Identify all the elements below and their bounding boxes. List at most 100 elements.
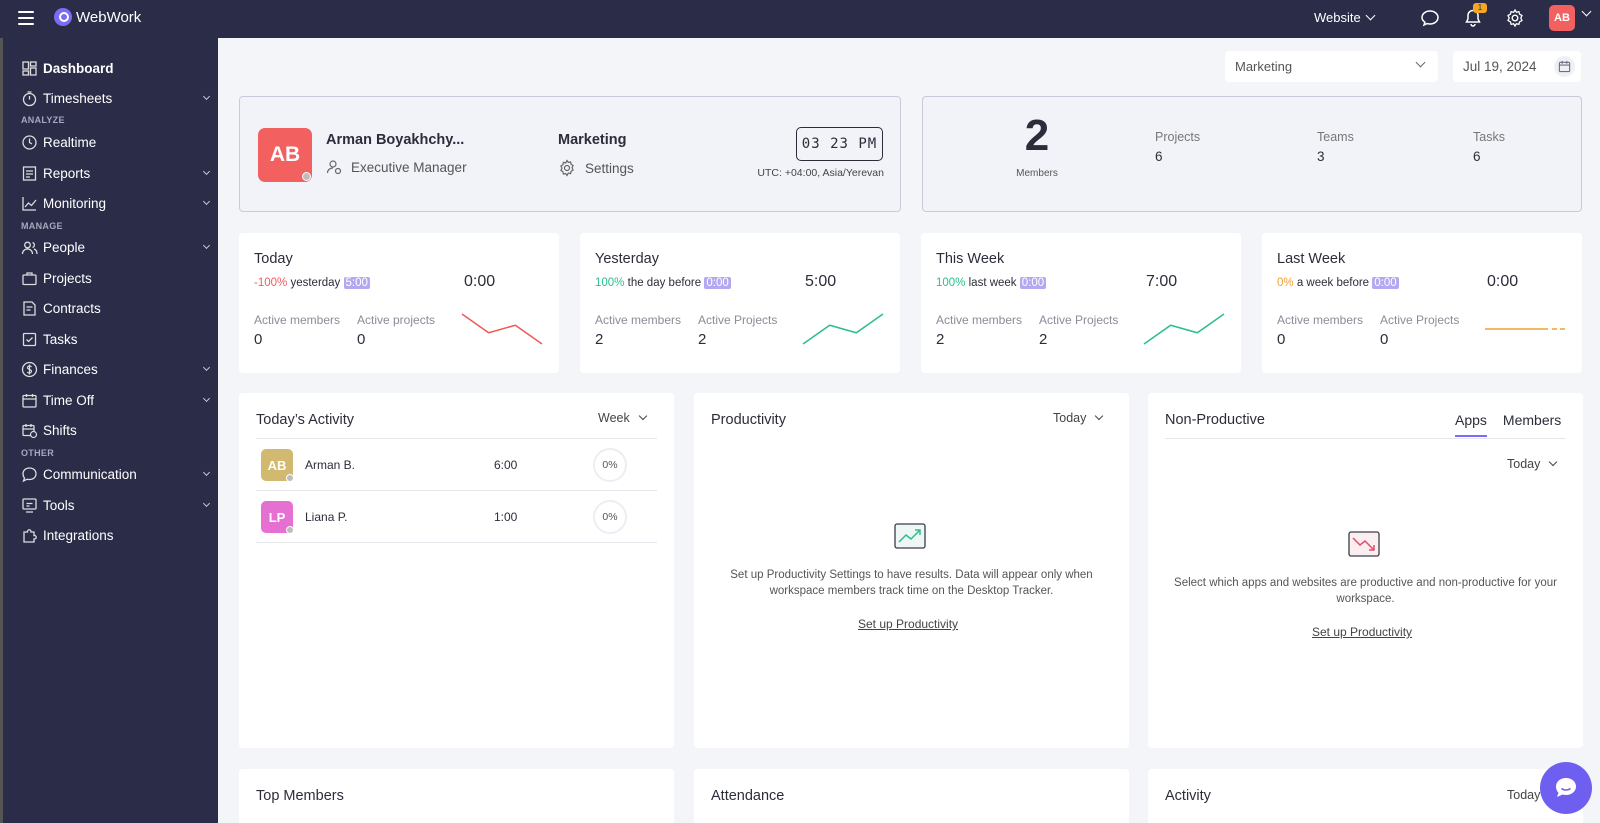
chevron-down-icon bbox=[202, 197, 211, 206]
activity-row[interactable]: AB Arman B. 6:00 0% bbox=[256, 439, 657, 491]
sidebar-item-monitoring[interactable]: Monitoring bbox=[21, 191, 213, 215]
period-comparison: -100% yesterday 5:00 bbox=[254, 277, 370, 289]
webwork-logo-icon bbox=[54, 8, 72, 26]
workspace-select[interactable]: Website bbox=[1314, 10, 1376, 25]
period-cmp-text: the day before bbox=[627, 277, 702, 289]
sidebar-item-label: Monitoring bbox=[43, 195, 107, 211]
sidebar-item-finances[interactable]: Finances bbox=[21, 357, 213, 381]
notification-badge: 1 bbox=[1473, 3, 1487, 13]
profile-card: AB Arman Boyakhchy... Executive Manager … bbox=[239, 96, 901, 212]
menu-icon[interactable] bbox=[18, 11, 34, 25]
calendar-icon[interactable] bbox=[1554, 56, 1575, 77]
divider bbox=[1165, 438, 1566, 439]
projects-stat-label: Projects bbox=[1155, 130, 1201, 144]
period-tag: 0:00 bbox=[704, 277, 731, 289]
period-comparison: 100% the day before 0:00 bbox=[595, 277, 731, 289]
period-title: This Week bbox=[936, 251, 1005, 267]
date-picker[interactable]: Jul 19, 2024 bbox=[1453, 51, 1581, 82]
message-line: workspace members track time on the Desk… bbox=[769, 585, 1054, 597]
non-productive-range-select[interactable]: Today bbox=[1507, 457, 1558, 471]
period-cmp-text: a week before bbox=[1296, 277, 1370, 289]
message-line: workspace. bbox=[1336, 593, 1395, 605]
sidebar-item-label: Shifts bbox=[43, 422, 77, 438]
activity-card: Activity Today bbox=[1148, 769, 1583, 823]
active-projects-value: 2 bbox=[1039, 331, 1048, 348]
sidebar-item-label: Tasks bbox=[43, 331, 78, 347]
puzzle-icon bbox=[21, 527, 38, 544]
notification-bell-icon[interactable]: 1 bbox=[1463, 3, 1487, 28]
chevron-down-icon bbox=[1415, 57, 1426, 68]
profile-role-label: Executive Manager bbox=[351, 159, 467, 175]
active-members-value: 2 bbox=[595, 331, 604, 348]
setup-productivity-link[interactable]: Set up Productivity bbox=[858, 617, 959, 631]
member-time: 6:00 bbox=[494, 458, 518, 472]
user-avatar[interactable]: AB bbox=[1549, 5, 1575, 31]
sidebar-item-tasks[interactable]: Tasks bbox=[21, 327, 213, 351]
sidebar-item-label: Tools bbox=[43, 497, 75, 513]
sidebar-item-time-off[interactable]: Time Off bbox=[21, 388, 213, 412]
trend-line bbox=[1143, 313, 1225, 345]
activity-range-select[interactable]: Week bbox=[598, 411, 647, 425]
range-label: Today bbox=[1507, 788, 1541, 802]
productivity-panel: Productivity Today Set up Productivity S… bbox=[694, 393, 1129, 748]
profile-avatar: AB bbox=[258, 128, 312, 182]
productivity-range-select[interactable]: Today bbox=[1053, 411, 1104, 425]
digital-clock: 03 23 PM bbox=[796, 127, 883, 161]
sidebar-item-shifts[interactable]: Shifts bbox=[21, 418, 213, 442]
dashboard-icon bbox=[21, 60, 38, 77]
chat-icon[interactable] bbox=[1420, 8, 1440, 28]
brand[interactable]: WebWork bbox=[54, 8, 141, 26]
period-cmp-text: yesterday bbox=[290, 277, 341, 289]
activity-row[interactable]: LP Liana P. 1:00 0% bbox=[256, 491, 657, 543]
active-members-value: 2 bbox=[936, 331, 945, 348]
profile-name: Arman Boyakhchy... bbox=[326, 132, 465, 148]
line-chart-icon bbox=[21, 195, 38, 212]
sidebar-item-realtime[interactable]: Realtime bbox=[21, 130, 213, 154]
tab-apps[interactable]: Apps bbox=[1455, 412, 1487, 437]
chevron-down-icon bbox=[202, 167, 211, 176]
section-other: OTHER bbox=[21, 448, 54, 458]
period-tag: 5:00 bbox=[343, 277, 370, 289]
sidebar-item-people[interactable]: People bbox=[21, 235, 213, 259]
sidebar-item-timesheets[interactable]: Timesheets bbox=[21, 86, 213, 110]
sidebar-item-integrations[interactable]: Integrations bbox=[21, 523, 213, 547]
member-name: Arman B. bbox=[305, 458, 356, 472]
period-card-yesterday: Yesterday 100% the day before 0:00 5:00 … bbox=[580, 233, 900, 373]
teams-stat-label: Teams bbox=[1317, 130, 1354, 144]
profile-settings-link[interactable]: Settings bbox=[558, 159, 634, 177]
chevron-down-icon bbox=[1365, 10, 1376, 21]
active-members-value: 0 bbox=[254, 331, 263, 348]
user-menu-chevron-icon[interactable] bbox=[1581, 6, 1592, 17]
sidebar-item-tools[interactable]: Tools bbox=[21, 493, 213, 517]
gear-icon[interactable] bbox=[1505, 8, 1525, 28]
projects-stat-value: 6 bbox=[1155, 149, 1163, 164]
period-comparison: 0% a week before 0:00 bbox=[1277, 277, 1399, 289]
trend-sparkline bbox=[802, 313, 884, 345]
trend-down-chart-icon bbox=[1348, 531, 1380, 557]
period-pct: 100% bbox=[936, 277, 966, 289]
sidebar: Dashboard Timesheets ANALYZE Realtime Re… bbox=[0, 38, 218, 823]
profile-initials: AB bbox=[269, 143, 301, 166]
setup-productivity-link[interactable]: Set up Productivity bbox=[1312, 625, 1413, 639]
panel-title: Top Members bbox=[256, 788, 344, 804]
period-tag: 0:00 bbox=[1019, 277, 1047, 289]
message-line: Select which apps and websites are produ… bbox=[1174, 577, 1557, 589]
team-filter-select[interactable]: Marketing bbox=[1225, 51, 1438, 82]
settings-label: Settings bbox=[585, 160, 634, 176]
trend-line bbox=[461, 313, 543, 345]
activity-percent-ring: 0% bbox=[593, 500, 627, 534]
sidebar-item-contracts[interactable]: Contracts bbox=[21, 296, 213, 320]
support-chat-button[interactable] bbox=[1540, 762, 1592, 814]
divider bbox=[256, 438, 657, 439]
sidebar-item-communication[interactable]: Communication bbox=[21, 462, 213, 486]
panel-title: Activity bbox=[1165, 788, 1211, 804]
sidebar-item-projects[interactable]: Projects bbox=[21, 266, 213, 290]
activity-card-range[interactable]: Today bbox=[1507, 788, 1540, 802]
sidebar-item-dashboard[interactable]: Dashboard bbox=[21, 56, 213, 80]
tab-members[interactable]: Members bbox=[1502, 412, 1562, 428]
app-name: WebWork bbox=[76, 8, 142, 26]
sidebar-item-reports[interactable]: Reports bbox=[21, 161, 213, 185]
panel-title: Today’s Activity bbox=[256, 412, 355, 428]
period-time: 7:00 bbox=[1146, 273, 1178, 290]
active-projects-label: Active Projects bbox=[1380, 313, 1460, 327]
